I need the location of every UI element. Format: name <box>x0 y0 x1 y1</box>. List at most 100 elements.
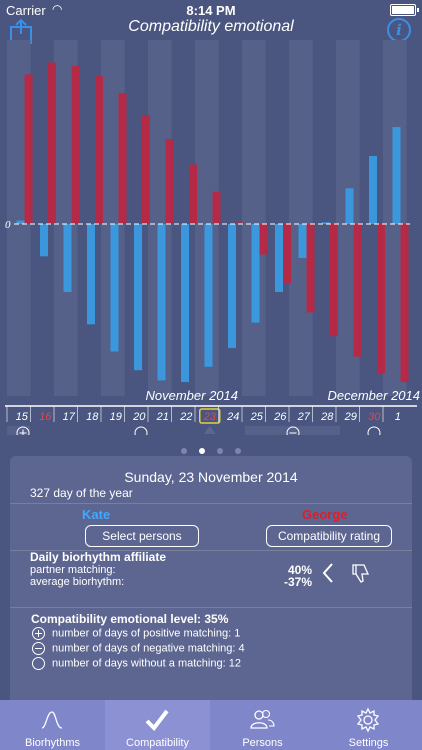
tab-persons[interactable]: Persons <box>210 700 315 750</box>
chart-bar <box>142 115 150 224</box>
empty-marker-icon <box>134 426 148 435</box>
marker-stripe <box>7 426 30 435</box>
average-biorhythm-label: average biorhythm: <box>30 576 125 588</box>
detail-panel: Sunday, 23 November 2014 327 day of the … <box>10 456 412 700</box>
wifi-icon: ◠ <box>52 2 63 16</box>
page-dot[interactable] <box>217 448 223 454</box>
chart-bar <box>16 220 25 224</box>
page-dot[interactable] <box>235 448 241 454</box>
person-b-name: George <box>302 507 348 522</box>
level-title: Compatibility emotional level: 35% <box>31 612 229 626</box>
divider <box>10 503 412 504</box>
empty-marker-icon <box>367 426 381 435</box>
month-label: November 2014 <box>146 388 239 403</box>
column-stripe <box>289 40 313 396</box>
chart-bar <box>236 222 244 224</box>
divider <box>10 607 412 608</box>
thumbs-down-icon <box>352 564 370 583</box>
persons-icon <box>250 709 275 729</box>
chart-bar <box>71 65 80 225</box>
chart-bar <box>40 224 48 257</box>
chart-bar <box>251 224 260 323</box>
person-a-name: Kate <box>82 507 111 522</box>
column-stripe <box>195 40 219 396</box>
chart-bar <box>377 224 385 374</box>
day-label: 30 <box>368 411 381 423</box>
partner-matching-value: 40% <box>287 563 312 577</box>
nav-bar: Compatibility emotional i <box>0 16 422 44</box>
day-label: 28 <box>320 411 334 423</box>
chart-bar <box>259 224 268 255</box>
day-label: 24 <box>226 411 239 423</box>
negative-matching-row: number of days of negative matching: 4 <box>32 642 245 656</box>
affiliate-title: Daily biorhythm affiliate <box>30 550 167 564</box>
chart-bar <box>87 224 95 325</box>
chart-bar <box>275 224 283 292</box>
biorhythm-chart[interactable]: 0 November 2014 December 2014 15 16 17 18 19 20 2… <box>0 40 422 435</box>
battery-icon <box>390 4 419 16</box>
page-dot[interactable] <box>199 448 205 454</box>
status-bar: Carrier ◠ 8:14 PM <box>0 0 422 20</box>
chart-bar <box>306 224 315 313</box>
tab-settings[interactable]: Settings <box>316 700 421 750</box>
chart-bar <box>400 224 409 383</box>
tab-label: Compatibility <box>126 737 189 749</box>
carrier-label: Carrier <box>6 3 46 18</box>
day-label: 27 <box>297 411 311 423</box>
marker-stripe <box>245 426 340 435</box>
chart-bar <box>95 76 103 224</box>
divider <box>10 550 412 551</box>
wave-icon <box>41 711 63 729</box>
average-biorhythm-value: -37% <box>283 575 312 589</box>
status-time: 8:14 PM <box>186 3 236 18</box>
plus-marker-icon <box>16 426 30 435</box>
chart-bar <box>24 74 33 225</box>
chart-bar <box>134 224 142 371</box>
chart-bar <box>353 224 362 357</box>
plus-circle-icon <box>32 627 45 640</box>
chart-bar <box>189 164 197 224</box>
minus-circle-icon <box>32 642 45 655</box>
tab-label: Biorhythms <box>24 737 81 749</box>
day-label: 21 <box>156 411 169 423</box>
chart-svg[interactable]: 0 November 2014 December 2014 15 16 17 18 19 20 2… <box>0 40 422 435</box>
tab-label: Settings <box>348 737 389 749</box>
chart-bar <box>392 127 401 224</box>
zero-label: 0 <box>5 219 11 231</box>
no-matching-row: number of days without a matching: 12 <box>32 657 241 671</box>
chart-bar <box>157 224 166 381</box>
chart-bar <box>63 224 72 292</box>
day-label: 19 <box>110 411 122 423</box>
day-label: 1 <box>395 411 401 423</box>
chart-bar <box>110 224 119 352</box>
day-label: 16 <box>39 411 52 423</box>
day-of-year: 327 day of the year <box>30 486 133 500</box>
chart-bar <box>369 156 377 224</box>
compatibility-rating-button[interactable]: Compatibility rating <box>266 525 392 547</box>
tab-compatibility[interactable]: Compatibility <box>105 700 210 750</box>
day-label: 17 <box>63 411 76 423</box>
page-title: Compatibility emotional <box>128 18 294 35</box>
day-label: 25 <box>250 411 264 423</box>
column-stripe <box>242 40 266 396</box>
info-icon[interactable]: i <box>387 18 411 42</box>
page-indicator[interactable] <box>0 441 422 454</box>
chart-bar <box>330 224 338 337</box>
chart-bar <box>48 62 56 224</box>
selected-pointer <box>203 426 216 434</box>
selected-day-box <box>199 408 221 424</box>
chevron-left-icon <box>322 563 333 583</box>
tab-bar: Biorhythms Compatibility Persons Setting… <box>0 700 422 750</box>
chart-bar <box>228 224 236 349</box>
column-stripe <box>148 40 172 396</box>
selected-date: Sunday, 23 November 2014 <box>124 469 298 485</box>
select-persons-button[interactable]: Select persons <box>85 525 199 547</box>
day-label: 26 <box>273 411 287 423</box>
tab-biorhythms[interactable]: Biorhythms <box>0 700 105 750</box>
page-dot[interactable] <box>181 448 187 454</box>
day-label: 22 <box>179 411 192 423</box>
minus-marker-icon <box>286 426 300 435</box>
checkmark-icon <box>145 709 169 732</box>
negative-matching-text: number of days of negative matching: 4 <box>52 642 245 655</box>
day-label: 23 <box>203 411 217 423</box>
